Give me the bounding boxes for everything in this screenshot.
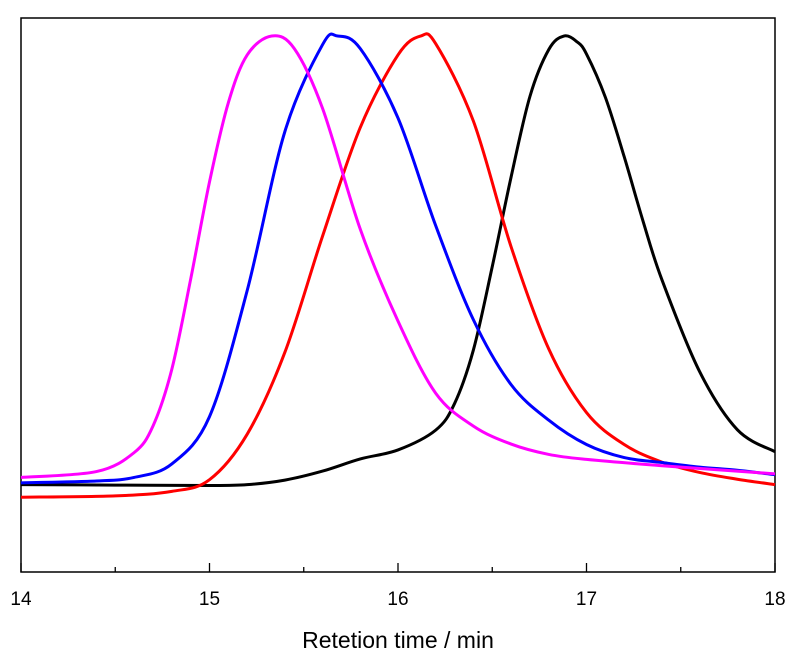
x-axis-title: Retetion time / min bbox=[302, 627, 494, 653]
series-label-b: B bbox=[413, 0, 428, 2]
plot-frame bbox=[20, 17, 776, 573]
series-line-a bbox=[20, 34, 776, 488]
series-line-d bbox=[20, 34, 776, 479]
x-tick-label: 18 bbox=[764, 589, 785, 610]
series-line-c bbox=[20, 32, 776, 485]
x-tick-label: 16 bbox=[387, 589, 408, 610]
series-label-c: C bbox=[330, 0, 346, 2]
x-tick-label: 14 bbox=[10, 589, 32, 610]
x-axis-ticks bbox=[20, 563, 776, 572]
x-tick-label: 15 bbox=[199, 589, 220, 610]
series-labels: A B C D bbox=[258, 0, 571, 2]
x-axis-tick-labels: 14 15 16 17 18 bbox=[10, 589, 785, 610]
x-tick-label: 17 bbox=[576, 589, 597, 610]
series-label-d: D bbox=[258, 0, 274, 2]
series-label-a: A bbox=[557, 0, 572, 2]
series-lines bbox=[20, 32, 776, 499]
series-line-b bbox=[20, 32, 776, 499]
